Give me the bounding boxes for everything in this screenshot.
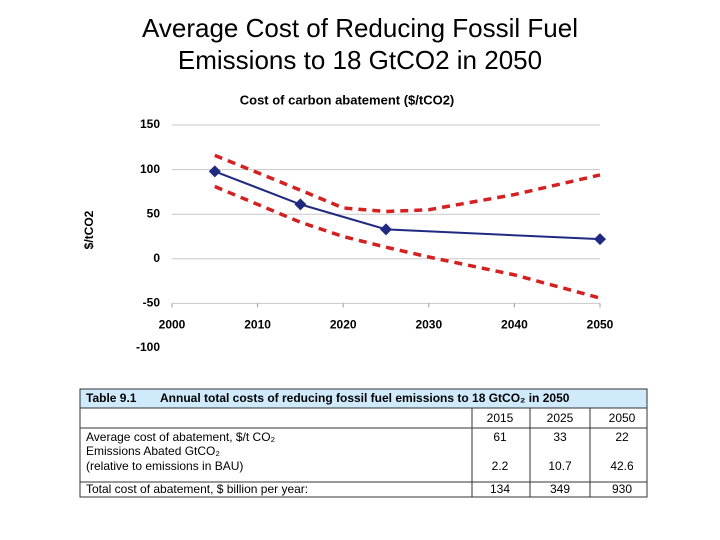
chart-title: Cost of carbon abatement ($/tCO2) [240,92,455,107]
point-marker [594,233,606,246]
table-row-label: Average cost of abatement, $/t CO₂ [86,430,276,444]
table-column-header: 2025 [547,411,574,425]
table-column-header: 2050 [609,411,636,425]
x-tick-label: 2040 [501,318,528,332]
slide-title: Average Cost of Reducing Fossil Fuel [142,13,578,43]
point-marker [208,165,221,178]
x-tick-label: 2050 [587,318,614,332]
table-row-label: Emissions Abated GtCO₂ [86,444,220,458]
table-cell: 2.2 [492,459,509,473]
y-tick-label: 150 [140,117,160,131]
table-cell: 134 [490,482,510,496]
table-cell: 42.6 [610,459,634,473]
series-line [214,153,601,214]
point-marker [294,198,307,211]
table-cell: 33 [553,430,567,444]
table-header-band [79,388,648,409]
table-cell: 349 [550,482,570,496]
x-tick-label: 2000 [159,318,186,332]
table-caption: Annual total costs of reducing fossil fu… [160,391,570,405]
slide-title: Emissions to 18 GtCO2 in 2050 [178,45,542,75]
y-tick-label: 100 [140,162,160,176]
y-axis-label: $/tCO2 [82,210,96,249]
y-tick-label: -100 [136,340,160,354]
y-tick-label: -50 [143,296,161,310]
series-line [214,184,601,300]
y-tick-label: 0 [153,251,160,265]
table-column-header: 2015 [487,411,514,425]
table-cell: 22 [615,430,629,444]
table-cell: 61 [493,430,507,444]
x-tick-label: 2020 [330,318,357,332]
x-tick-label: 2010 [244,318,271,332]
table-number: Table 9.1 [86,391,137,405]
table-cell: 930 [612,482,632,496]
table-row-label: (relative to emissions in BAU) [86,459,243,473]
y-tick-label: 50 [147,206,161,220]
point-marker [380,223,392,236]
series-line [214,170,601,241]
x-tick-label: 2030 [415,318,442,332]
table-row-label: Total cost of abatement, $ billion per y… [86,482,308,496]
table-cell: 10.7 [548,459,572,473]
